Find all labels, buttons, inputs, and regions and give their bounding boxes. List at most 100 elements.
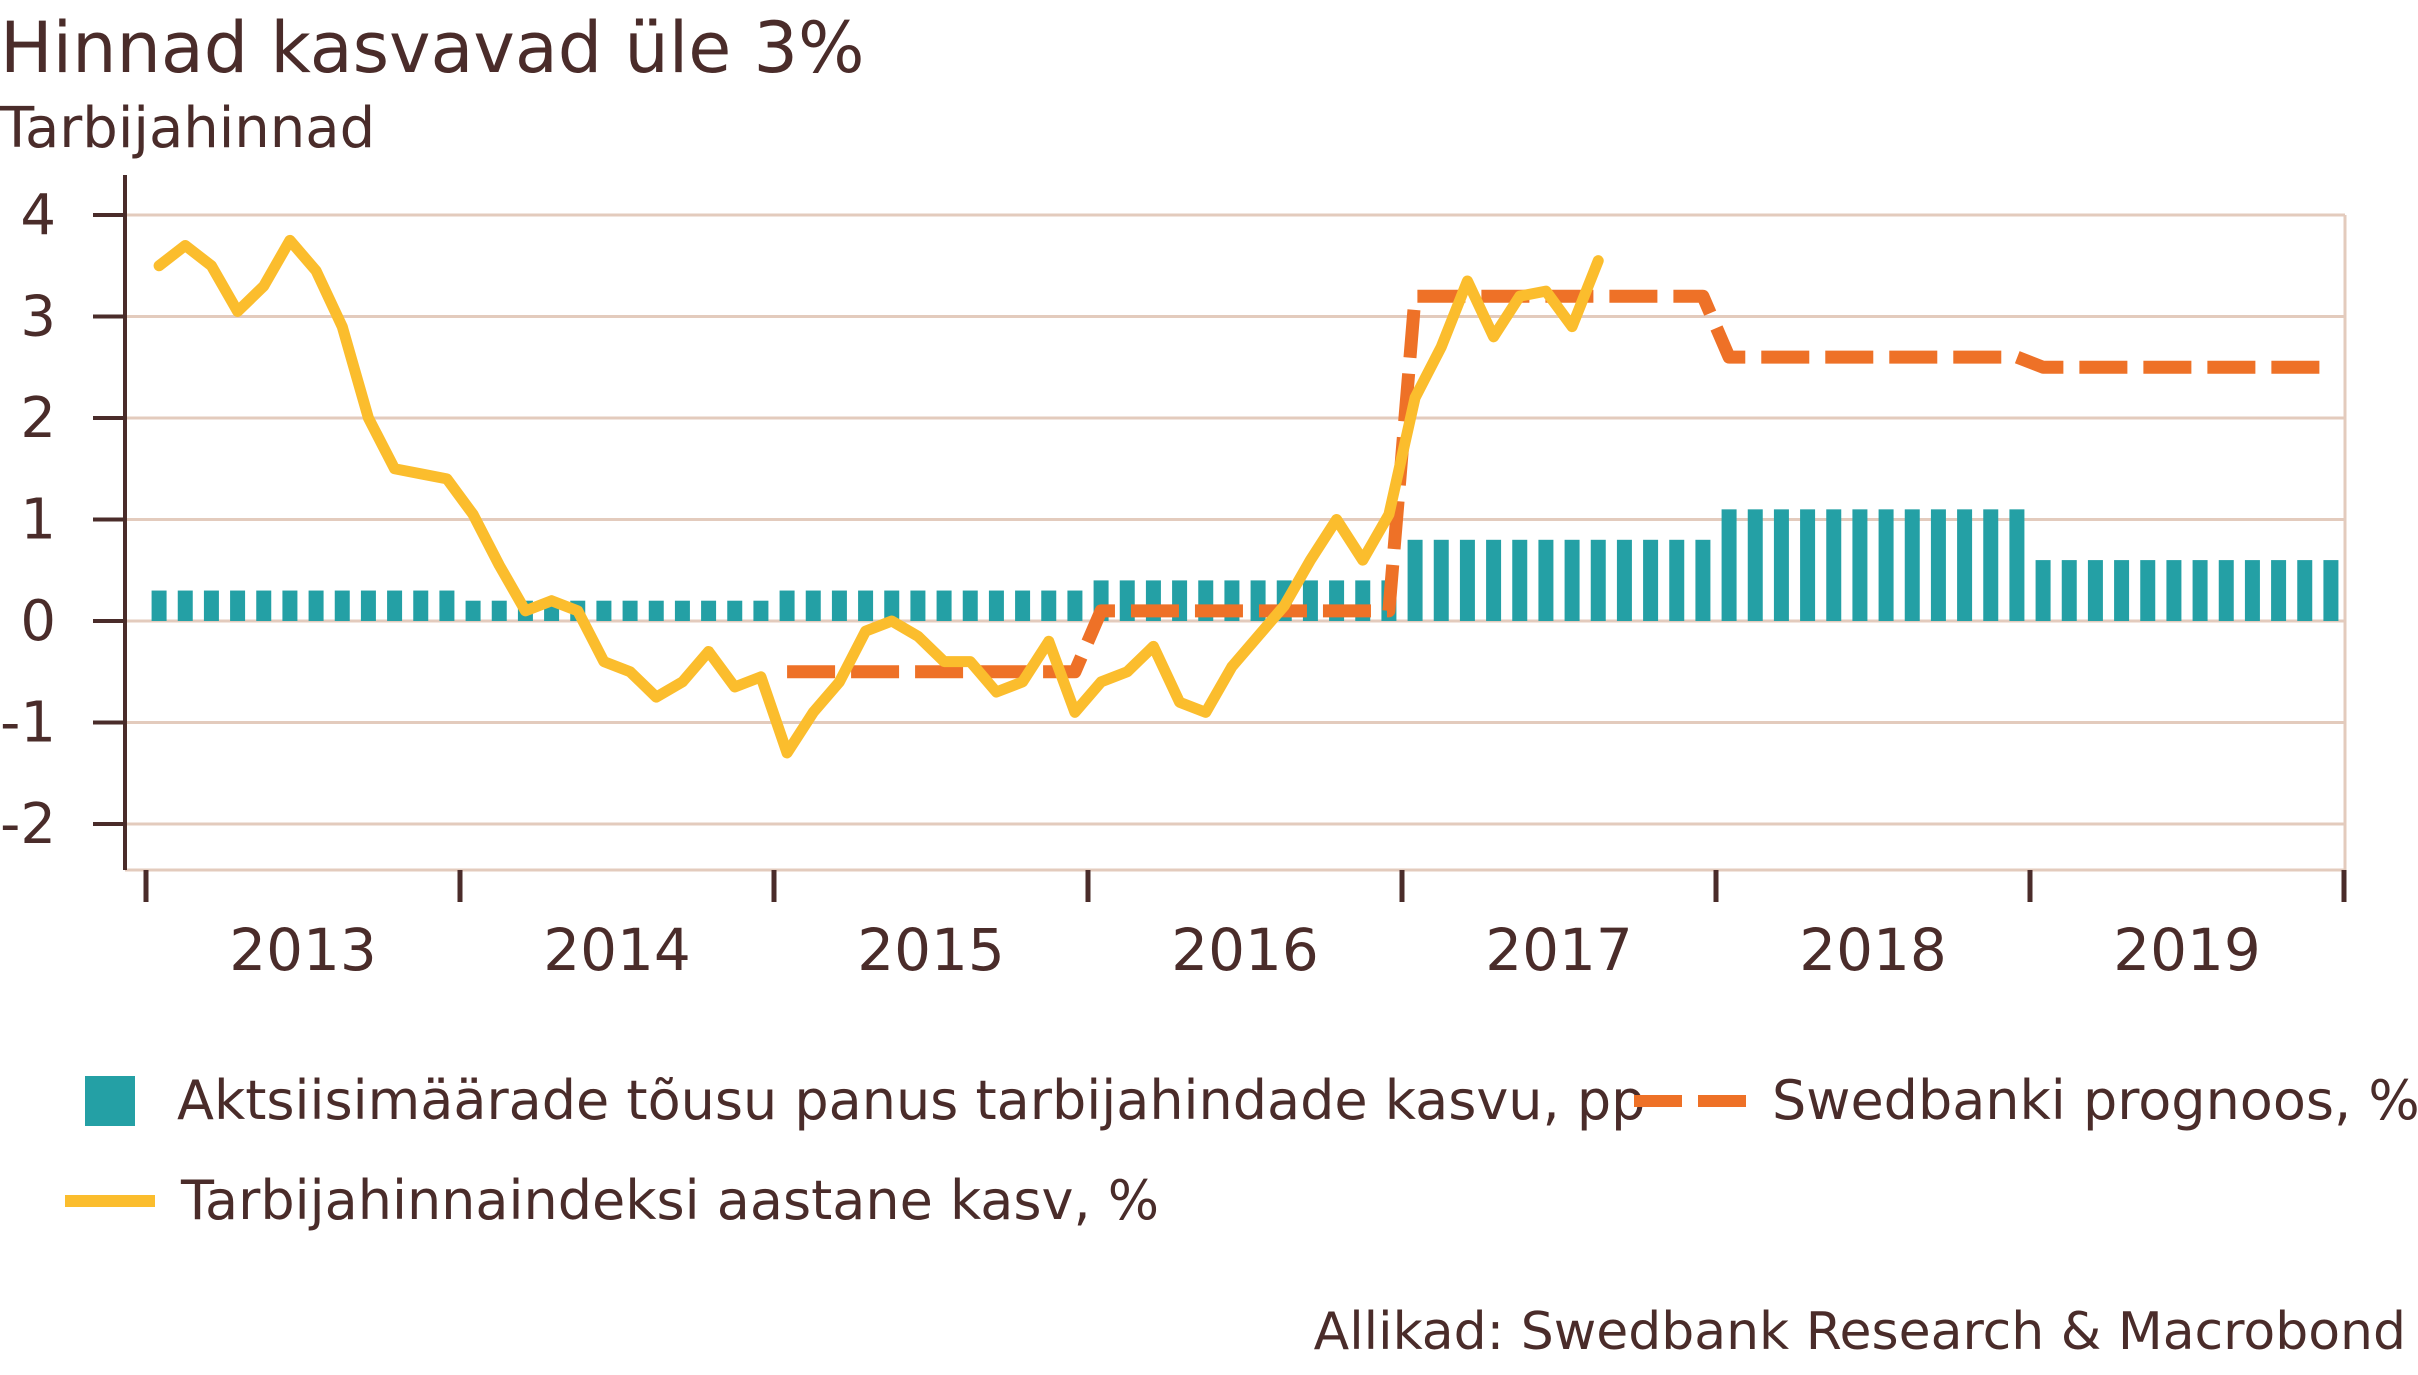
excise-bar — [1721, 509, 1737, 621]
excise-bar — [2271, 560, 2287, 621]
excise-bar — [779, 590, 795, 621]
excise-bar — [1015, 590, 1031, 621]
excise-bar — [1773, 509, 1789, 621]
excise-bar — [1826, 509, 1842, 621]
excise-bar — [753, 600, 769, 621]
excise-bar — [884, 590, 900, 621]
y-tick-label: 1 — [20, 488, 56, 553]
cpi-series — [153, 234, 1604, 759]
excise-bar — [413, 590, 429, 621]
axes: -2 -1 0 1 2 3 4 2013 2014 2015 2016 2017 2018 2019 — [0, 175, 2347, 984]
excise-bar — [2061, 560, 2077, 621]
excise-bar — [360, 590, 376, 621]
excise-bar — [2009, 509, 2025, 621]
excise-bar — [1643, 539, 1659, 621]
chart-title: Hinnad kasvavad üle 3% — [0, 7, 865, 89]
forecast-line — [787, 289, 2331, 679]
excise-bar — [1616, 539, 1632, 621]
excise-bar — [230, 590, 246, 621]
excise-bar — [936, 590, 952, 621]
cpi-line — [153, 234, 1604, 759]
excise-bar — [256, 590, 272, 621]
excise-bar — [334, 590, 350, 621]
legend-item-forecast: Swedbanki prognoos, % — [1634, 1068, 2418, 1134]
excise-bar — [439, 590, 455, 621]
chart-plot: -2 -1 0 1 2 3 4 2013 2014 2015 2016 2017 2018 2019 — [0, 175, 2347, 984]
y-tick-label: -2 — [0, 792, 56, 857]
excise-bar — [910, 590, 926, 621]
y-tick-label: 4 — [20, 183, 56, 248]
excise-bar — [1041, 590, 1057, 621]
excise-bar — [1930, 509, 1946, 621]
excise-bar — [1067, 590, 1083, 621]
legend-item-cpi: Tarbijahinnaindeksi aastane kasv, % — [0, 1168, 1159, 1234]
excise-bars — [151, 509, 2339, 621]
excise-bar — [674, 600, 690, 621]
x-tick-label: 2015 — [857, 916, 1005, 984]
x-tick-label: 2016 — [1171, 916, 1319, 984]
excise-bar — [177, 590, 193, 621]
excise-bar — [701, 600, 717, 621]
excise-bar — [648, 600, 664, 621]
excise-bar — [2297, 560, 2313, 621]
excise-bar — [858, 590, 874, 621]
excise-bar — [988, 590, 1004, 621]
excise-bar — [2244, 560, 2260, 621]
excise-bar — [1512, 539, 1528, 621]
excise-bar — [1904, 509, 1920, 621]
excise-bar — [1486, 539, 1502, 621]
y-tick-label: -1 — [0, 691, 56, 756]
excise-bar — [962, 590, 978, 621]
excise-bar — [1459, 539, 1475, 621]
x-tick-label: 2014 — [543, 916, 691, 984]
y-tick-label: 3 — [20, 285, 56, 350]
excise-bar — [465, 600, 481, 621]
x-tick-label: 2013 — [229, 916, 377, 984]
excise-bar — [805, 590, 821, 621]
excise-bar — [151, 590, 167, 621]
x-tick-label: 2019 — [2113, 916, 2261, 984]
x-tick-label: 2017 — [1485, 916, 1633, 984]
excise-bar — [727, 600, 743, 621]
excise-bar — [2192, 560, 2208, 621]
excise-bar — [2140, 560, 2156, 621]
y-tick-label: 2 — [20, 386, 56, 451]
legend-swatch-forecast — [1634, 1095, 1746, 1107]
excise-bar — [1878, 509, 1894, 621]
legend-swatch-excise — [85, 1076, 135, 1126]
x-tick-label: 2018 — [1799, 916, 1947, 984]
excise-bar — [387, 590, 403, 621]
chart-subtitle: Tarbijahinnad — [0, 96, 376, 161]
excise-bar — [1852, 509, 1868, 621]
y-tick-label: 0 — [20, 589, 56, 654]
excise-bar — [596, 600, 612, 621]
forecast-series — [787, 289, 2331, 679]
excise-bar — [2323, 560, 2339, 621]
excise-bar — [1957, 509, 1973, 621]
excise-bar — [203, 590, 219, 621]
excise-bar — [1800, 509, 1816, 621]
excise-bar — [308, 590, 324, 621]
excise-bar — [491, 600, 507, 621]
source-note: Allikad: Swedbank Research & Macrobond — [1313, 1302, 2406, 1362]
legend-label-excise: Aktsiisimäärade tõusu panus tarbijahinda… — [177, 1069, 1646, 1132]
legend-label-cpi: Tarbijahinnaindeksi aastane kasv, % — [181, 1169, 1160, 1232]
legend-item-excise: Aktsiisimäärade tõusu panus tarbijahinda… — [0, 1068, 1645, 1134]
excise-bar — [1695, 539, 1711, 621]
excise-bar — [2218, 560, 2234, 621]
excise-bar — [1669, 539, 1685, 621]
excise-bar — [2035, 560, 2051, 621]
excise-bar — [2087, 560, 2103, 621]
excise-bar — [1407, 539, 1423, 621]
excise-bar — [1538, 539, 1554, 621]
excise-bar — [1747, 509, 1763, 621]
excise-bar — [1433, 539, 1449, 621]
excise-bar — [282, 590, 298, 621]
excise-bar — [1983, 509, 1999, 621]
excise-bar — [1564, 539, 1580, 621]
legend-swatch-cpi — [65, 1195, 155, 1207]
excise-bar — [2114, 560, 2130, 621]
excise-bar — [1590, 539, 1606, 621]
excise-bar — [2166, 560, 2182, 621]
excise-bar — [831, 590, 847, 621]
